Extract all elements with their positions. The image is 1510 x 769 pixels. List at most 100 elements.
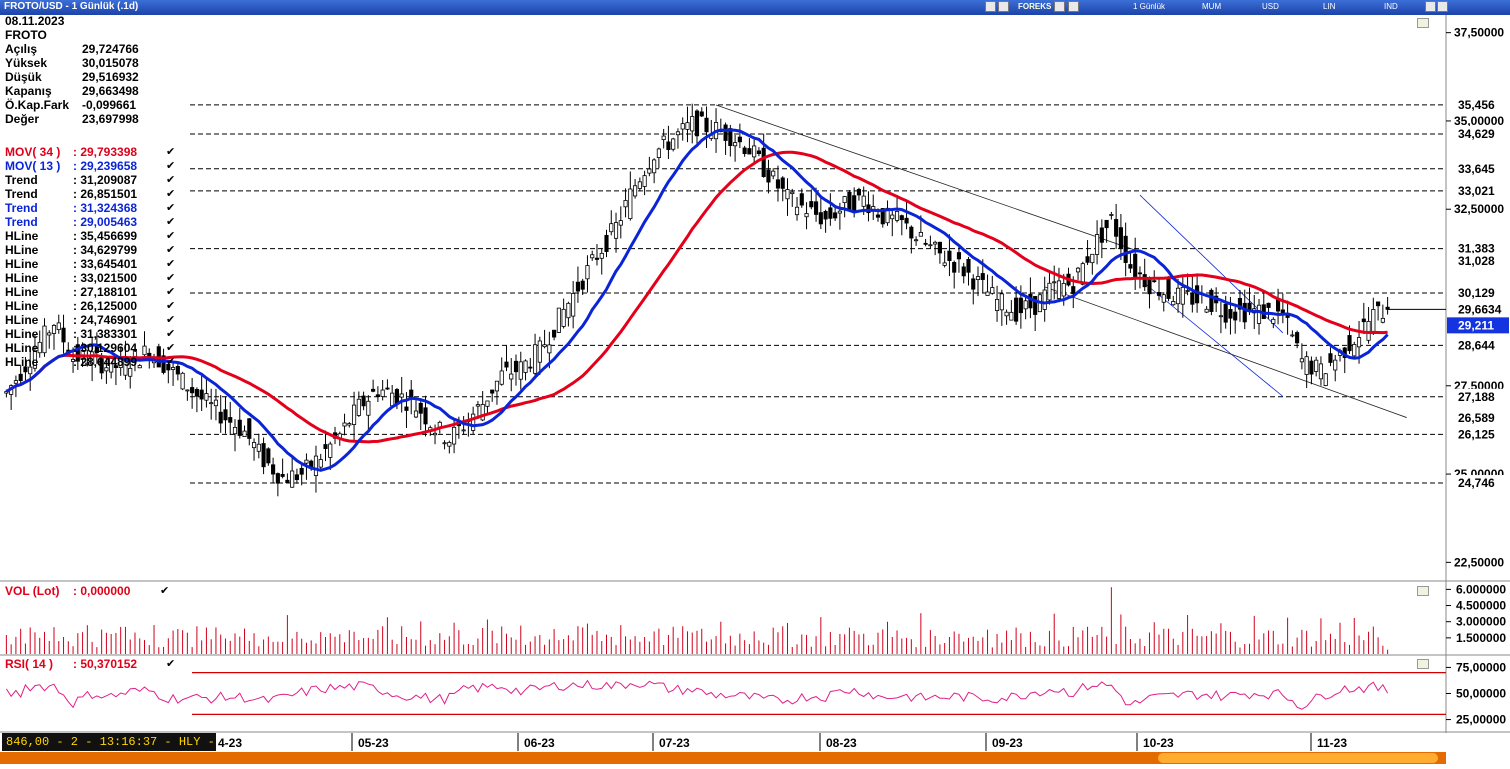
check-icon[interactable]: ✔ bbox=[166, 314, 176, 326]
volume-tick-label: 3.000000 bbox=[1456, 615, 1506, 629]
check-icon[interactable]: ✔ bbox=[166, 202, 176, 214]
candle bbox=[128, 367, 133, 377]
hline-tag bbox=[1447, 388, 1509, 405]
candle bbox=[771, 170, 776, 177]
candle bbox=[213, 399, 219, 407]
tool-icon[interactable] bbox=[1068, 1, 1079, 12]
indicator-value: : 26,125000 bbox=[73, 299, 138, 313]
volume-label: VOL (Lot) bbox=[5, 584, 60, 598]
candle bbox=[385, 387, 390, 390]
candle bbox=[142, 345, 147, 356]
tool-icon[interactable] bbox=[998, 1, 1009, 12]
check-icon[interactable]: ✔ bbox=[166, 342, 176, 354]
candle bbox=[190, 387, 195, 394]
check-icon[interactable]: ✔ bbox=[166, 286, 176, 298]
panel-scale-icon[interactable] bbox=[1417, 586, 1429, 596]
check-icon[interactable]: ✔ bbox=[166, 216, 176, 228]
candle bbox=[1376, 301, 1381, 307]
candle bbox=[532, 344, 538, 374]
hline-tag bbox=[1447, 426, 1509, 443]
candle bbox=[528, 366, 533, 369]
indicator-value: : 28,644899 bbox=[73, 355, 138, 369]
tool-icon[interactable] bbox=[1054, 1, 1065, 12]
check-icon[interactable]: ✔ bbox=[166, 272, 176, 284]
candle bbox=[352, 404, 357, 425]
panel-scale-icon[interactable] bbox=[1417, 659, 1429, 669]
close-icon[interactable] bbox=[1437, 1, 1448, 12]
check-icon[interactable]: ✔ bbox=[166, 658, 176, 670]
candle bbox=[313, 455, 319, 476]
candle bbox=[232, 427, 238, 435]
indicator-value: : 33,645401 bbox=[73, 257, 138, 271]
check-icon[interactable]: ✔ bbox=[166, 146, 176, 158]
candle bbox=[1152, 280, 1157, 283]
candle bbox=[1133, 253, 1138, 277]
tool-icon[interactable] bbox=[985, 1, 996, 12]
candle bbox=[623, 200, 628, 208]
price-tick-label: 22,50000 bbox=[1454, 555, 1504, 569]
check-icon[interactable]: ✔ bbox=[166, 188, 176, 200]
chart[interactable]: 37,5000035,0000032,5000027,5000025,00000… bbox=[0, 15, 1510, 752]
price-tag-label: 29,6634 bbox=[1458, 302, 1502, 316]
check-icon[interactable]: ✔ bbox=[166, 230, 176, 242]
candle bbox=[361, 395, 366, 407]
candle bbox=[1180, 286, 1185, 305]
scroll-thumb[interactable] bbox=[1158, 753, 1438, 763]
candle bbox=[723, 124, 728, 141]
candle bbox=[328, 443, 333, 458]
info-label: Değer bbox=[5, 112, 40, 126]
candle bbox=[490, 389, 495, 394]
candle bbox=[447, 441, 452, 447]
candle bbox=[1195, 285, 1200, 304]
currency-button[interactable]: USD bbox=[1262, 2, 1279, 11]
minimize-icon[interactable] bbox=[1425, 1, 1436, 12]
candle bbox=[194, 389, 199, 397]
candle bbox=[504, 361, 509, 368]
indicator-label: HLine bbox=[5, 271, 39, 285]
candle bbox=[947, 250, 952, 261]
check-icon[interactable]: ✔ bbox=[166, 356, 176, 368]
candle bbox=[647, 168, 652, 174]
candle bbox=[61, 327, 66, 343]
period-button[interactable]: 1 Günlük bbox=[1133, 2, 1166, 11]
candle bbox=[1123, 235, 1128, 263]
check-icon[interactable]: ✔ bbox=[166, 328, 176, 340]
candle bbox=[1223, 303, 1228, 323]
indicator-button[interactable]: IND bbox=[1384, 2, 1398, 11]
candle bbox=[13, 380, 18, 384]
candle bbox=[556, 307, 561, 333]
candle bbox=[661, 135, 666, 140]
indicator-value: : 31,324368 bbox=[73, 201, 138, 215]
time-scrollbar[interactable] bbox=[0, 752, 1446, 764]
indicator-value: : 31,383301 bbox=[73, 327, 138, 341]
check-icon[interactable]: ✔ bbox=[166, 174, 176, 186]
candle bbox=[566, 302, 571, 319]
candle bbox=[275, 473, 280, 484]
candle bbox=[399, 393, 404, 398]
chart-type-button[interactable]: MUM bbox=[1202, 2, 1222, 11]
info-label: Ö.Kap.Fark bbox=[5, 98, 70, 112]
candle bbox=[442, 442, 447, 445]
candle bbox=[1156, 292, 1162, 296]
check-icon[interactable]: ✔ bbox=[166, 244, 176, 256]
check-icon[interactable]: ✔ bbox=[166, 160, 176, 172]
candle bbox=[690, 116, 695, 132]
panel-scale-icon[interactable] bbox=[1417, 18, 1429, 28]
candle bbox=[1099, 227, 1104, 243]
candle bbox=[475, 404, 480, 407]
candle bbox=[1047, 282, 1052, 301]
trend-line bbox=[715, 104, 1150, 256]
volume-value: : 0,000000 bbox=[73, 584, 131, 598]
candle bbox=[742, 147, 747, 155]
candle bbox=[1290, 334, 1295, 337]
indicator-label: HLine bbox=[5, 229, 39, 243]
candle bbox=[956, 252, 962, 260]
check-icon[interactable]: ✔ bbox=[166, 258, 176, 270]
candle bbox=[804, 213, 809, 218]
scale-button[interactable]: LIN bbox=[1323, 2, 1336, 11]
candle bbox=[656, 148, 661, 158]
hline-tag bbox=[1447, 160, 1509, 177]
candle bbox=[890, 214, 895, 220]
check-icon[interactable]: ✔ bbox=[160, 585, 170, 597]
check-icon[interactable]: ✔ bbox=[166, 300, 176, 312]
